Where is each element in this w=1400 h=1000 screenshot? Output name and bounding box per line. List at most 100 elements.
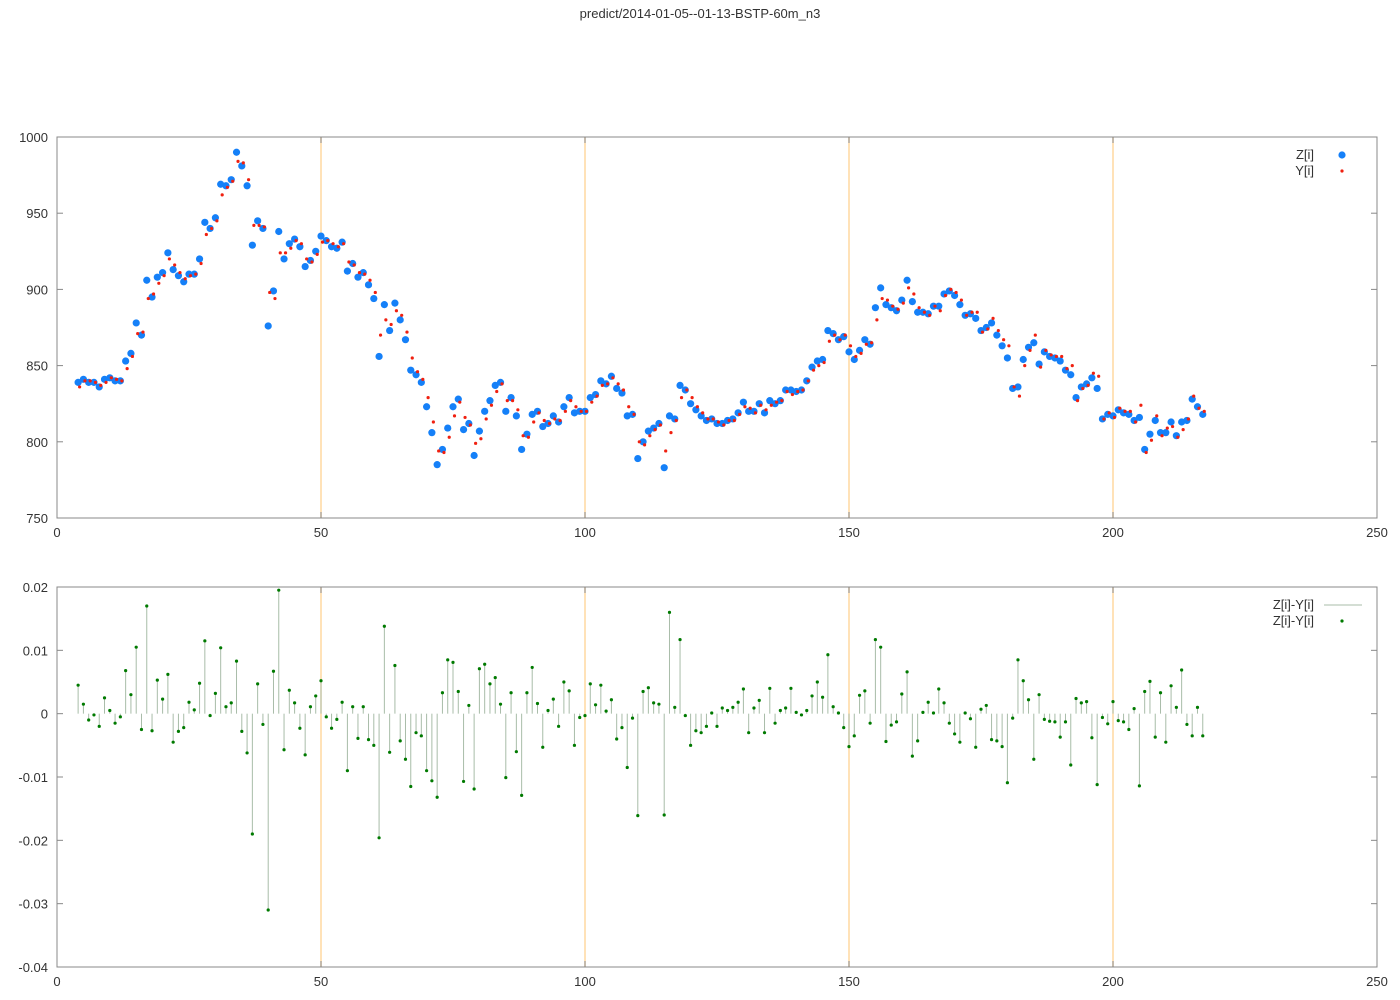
y-point — [1112, 415, 1117, 420]
diff-point — [704, 724, 709, 728]
diff-point — [868, 721, 872, 725]
y-point — [1097, 374, 1101, 378]
diff-point — [662, 813, 666, 817]
z-point — [845, 348, 853, 356]
diff-point — [873, 637, 878, 642]
y-point — [83, 379, 87, 383]
y-tick-label: 950 — [26, 206, 48, 221]
diff-point — [1121, 720, 1126, 724]
y-point — [368, 278, 372, 282]
y-point — [817, 364, 821, 368]
y-point — [109, 376, 113, 380]
y-point — [78, 385, 82, 389]
diff-point — [124, 669, 128, 673]
y-point — [437, 449, 441, 453]
y-point — [563, 409, 567, 413]
z-point — [423, 403, 431, 411]
diff-point — [182, 726, 186, 730]
y-point — [1075, 399, 1080, 403]
y-point — [526, 435, 531, 439]
z-point — [518, 445, 526, 454]
y-point — [268, 290, 272, 295]
z-point — [956, 301, 964, 309]
z-point — [195, 255, 204, 263]
diff-point — [266, 908, 270, 912]
diff-point — [213, 691, 217, 696]
diff-point — [683, 713, 687, 718]
y-point — [215, 219, 219, 223]
z-point — [153, 273, 161, 281]
diff-point — [910, 754, 914, 758]
y-point — [896, 307, 900, 311]
y-point — [785, 389, 789, 394]
diff-point — [435, 795, 439, 799]
z-point — [634, 454, 642, 463]
y-point — [711, 417, 715, 421]
z-point — [676, 381, 684, 390]
y-point — [283, 251, 288, 255]
z-point — [143, 276, 151, 284]
diff-point — [794, 710, 798, 715]
diff-point — [409, 784, 413, 789]
y-point — [136, 331, 140, 336]
diff-point — [271, 669, 276, 673]
y-point — [415, 370, 420, 374]
diff-point — [192, 708, 196, 712]
y-point — [627, 405, 631, 409]
y-point — [394, 309, 399, 313]
y-point — [1060, 354, 1064, 359]
z-point — [766, 397, 774, 405]
y-point — [917, 306, 921, 310]
y-point — [352, 263, 356, 267]
y-point — [167, 257, 171, 261]
y-point — [426, 396, 430, 400]
diff-point — [483, 662, 487, 666]
y-point — [827, 339, 831, 343]
y-tick-label: 800 — [26, 435, 48, 450]
diff-point — [403, 757, 408, 761]
y-point — [246, 178, 251, 182]
diff-point — [351, 705, 355, 709]
y-point — [347, 260, 351, 264]
y-point — [495, 389, 499, 394]
z-point — [1019, 355, 1027, 364]
y-point — [701, 411, 705, 415]
y-point — [558, 418, 562, 423]
z-point — [613, 384, 621, 393]
diff-point — [947, 721, 951, 725]
y-point — [637, 440, 641, 444]
y-point — [1012, 385, 1016, 389]
z-point — [386, 326, 394, 335]
y-point — [183, 277, 187, 281]
y-point — [965, 313, 969, 317]
diff-point — [472, 787, 476, 791]
x-tick-label: 50 — [314, 974, 328, 989]
diff-point — [419, 734, 423, 738]
y-point — [679, 396, 684, 400]
y-point — [584, 409, 589, 413]
y-point — [1023, 364, 1027, 368]
z-point — [449, 403, 457, 411]
z-point — [269, 287, 278, 295]
diff-point — [393, 663, 397, 668]
y-point — [405, 330, 409, 334]
y-point — [1091, 371, 1095, 375]
y-point — [695, 405, 699, 409]
y-point — [1086, 383, 1090, 388]
diff-point — [583, 713, 587, 718]
diff-point — [425, 769, 429, 773]
diff-point — [1127, 727, 1131, 732]
z-point — [280, 255, 288, 263]
y-point — [1197, 406, 1201, 410]
y-point — [769, 403, 773, 407]
y-point — [479, 437, 483, 441]
y-point — [1007, 344, 1011, 348]
y-point — [875, 318, 879, 322]
y-point — [342, 242, 346, 246]
diff-point — [187, 700, 191, 704]
diff-point — [995, 739, 999, 743]
diff-point — [1132, 707, 1136, 711]
y-point — [616, 382, 620, 386]
diff-point — [1100, 715, 1105, 720]
diff-point — [1195, 705, 1200, 709]
